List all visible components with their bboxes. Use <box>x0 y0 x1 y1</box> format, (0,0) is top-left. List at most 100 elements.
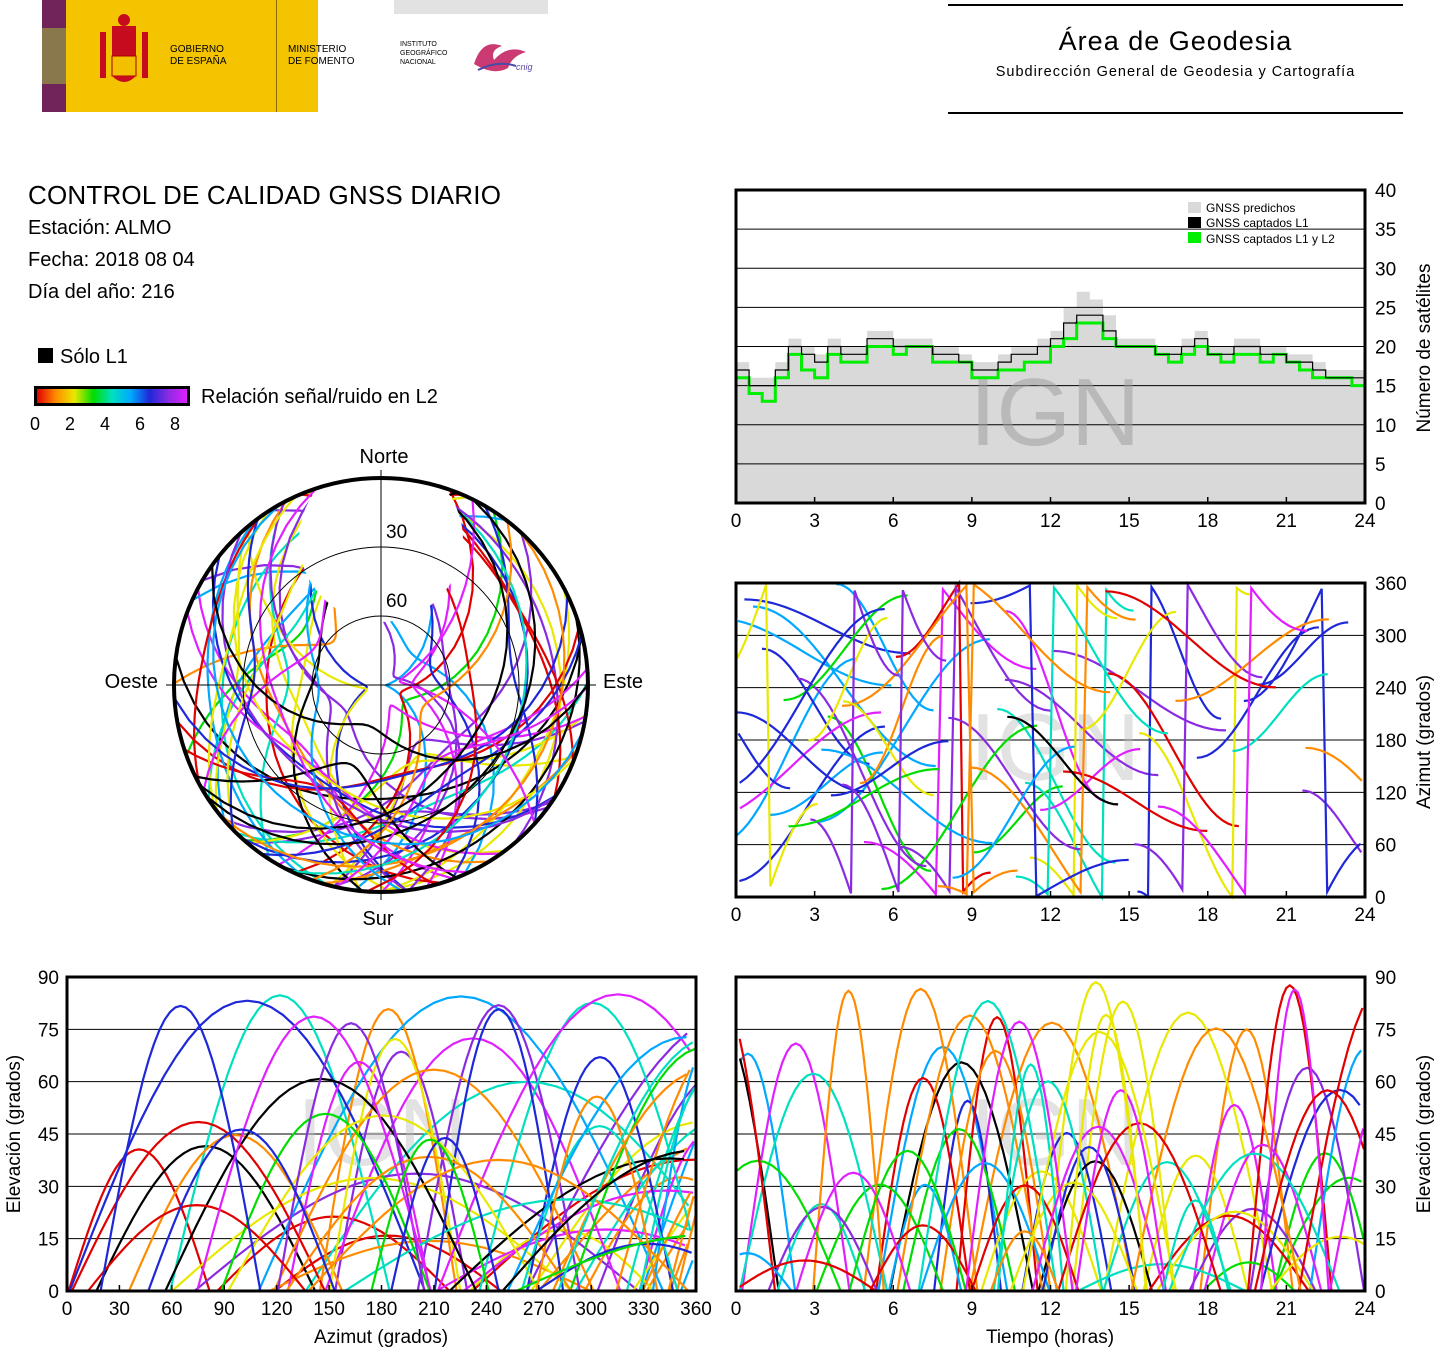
elevation-time-track <box>992 1080 1104 1292</box>
elevation-azimuth-track <box>525 1032 688 1292</box>
y-tick-label: 120 <box>1375 783 1407 804</box>
elevation-time-track <box>902 1127 1017 1292</box>
x-tick-label: 15 <box>1119 1299 1140 1320</box>
direction-east: Este <box>603 671 643 693</box>
sky-track <box>271 482 506 855</box>
elevation-azimuth-track <box>669 1243 689 1292</box>
y-axis-label: Elevación (grados) <box>4 1055 25 1213</box>
elevation-time-track <box>1308 1049 1362 1292</box>
azimuth-track <box>1196 626 1320 759</box>
elevation-azimuth-track <box>520 1124 679 1292</box>
x-tick-label: 21 <box>1276 1299 1297 1320</box>
y-tick-label: 0 <box>1375 888 1386 909</box>
azimuth-track <box>1007 715 1119 806</box>
y-tick-label: 60 <box>1375 836 1396 857</box>
y-tick-label: 25 <box>1375 298 1396 319</box>
elevation-azimuth-track <box>193 1172 640 1292</box>
azimuth-track <box>1063 770 1208 832</box>
x-tick-label: 30 <box>109 1299 130 1320</box>
elevation-time-track <box>989 1230 1060 1292</box>
legend-l1: GNSS captados L1 <box>1206 216 1309 230</box>
snr-tick: 8 <box>170 414 181 434</box>
y-tick-label: 60 <box>38 1073 59 1094</box>
azimuth-track <box>1105 590 1276 689</box>
elevation-azimuth-track <box>127 1133 344 1292</box>
elevation-time-track <box>933 1099 1003 1292</box>
azimuth-track <box>769 751 883 816</box>
snr-tick: 2 <box>65 414 76 434</box>
legend: GNSS predichos GNSS captados L1 GNSS cap… <box>1188 201 1335 246</box>
azimuth-track <box>952 745 1075 879</box>
azimuth-track <box>796 677 927 868</box>
doy-label: Día del año: 216 <box>28 281 175 303</box>
elevation-azimuth-track <box>287 1060 432 1292</box>
sky-track <box>221 532 556 834</box>
snr-colorbar <box>34 386 190 406</box>
x-tick-label: 120 <box>261 1299 293 1320</box>
y-tick-label: 15 <box>1375 377 1396 398</box>
elevation-time-track <box>1272 1176 1362 1292</box>
y-tick-label: 0 <box>1375 494 1386 515</box>
x-tick-label: 24 <box>1354 905 1376 926</box>
elevation-time-track <box>1074 1088 1167 1292</box>
ign-block <box>394 0 548 112</box>
x-tick-label: 90 <box>214 1299 235 1320</box>
y-tick-label: 0 <box>48 1282 59 1303</box>
elevation-azimuth-track <box>436 993 691 1292</box>
elevation-azimuth-track <box>99 1004 262 1292</box>
azimuth-track <box>810 590 900 894</box>
sky-track <box>232 511 576 820</box>
legend-l1l2: GNSS captados L1 y L2 <box>1206 232 1335 246</box>
y-axis-label: Elevación (grados) <box>1414 1055 1435 1213</box>
azimuth-track <box>1175 618 1329 702</box>
elevation-azimuth-track <box>501 1149 685 1292</box>
elevation-time-track <box>736 1159 842 1292</box>
elevation-time-track <box>1031 1125 1166 1292</box>
elevation-time-track <box>1191 1103 1278 1292</box>
snr-tick: 0 <box>30 414 41 434</box>
azimuth-track <box>783 594 908 702</box>
elevation-time-track <box>738 1038 777 1292</box>
elevation-time-track <box>738 1052 797 1292</box>
ign-line2: GEOGRÁFICO <box>400 50 448 57</box>
sky-track <box>195 762 457 879</box>
snr-tick: 6 <box>135 414 146 434</box>
x-tick-label: 18 <box>1197 511 1218 532</box>
y-tick-label: 10 <box>1375 416 1396 437</box>
y-tick-label: 40 <box>1375 181 1396 202</box>
ring-label-60: 60 <box>386 591 407 612</box>
elevation-azimuth-track <box>506 1036 687 1292</box>
only-l1-swatch <box>38 348 53 363</box>
x-tick-label: 180 <box>366 1299 398 1320</box>
x-tick-label: 0 <box>62 1299 73 1320</box>
elevation-time-track <box>1203 1143 1323 1292</box>
skyplot-chart: Norte Sur Oeste Este 30 60 <box>105 446 643 930</box>
elevation-time-track <box>1161 1199 1230 1292</box>
azimuth-track <box>970 583 1129 898</box>
elevation-time-track <box>738 1072 889 1292</box>
cnig-text: cnig <box>516 62 533 72</box>
elevation-time-track <box>1156 1210 1315 1292</box>
x-tick-label: 24 <box>1354 1299 1376 1320</box>
sky-track <box>206 498 537 846</box>
x-tick-label: 3 <box>809 1299 820 1320</box>
x-tick-label: 18 <box>1197 905 1218 926</box>
y-tick-label: 90 <box>1375 968 1396 989</box>
elevation-time-track <box>815 1183 945 1292</box>
satellite-count-chart: IGN 0 5 10 15 20 25 30 35 40 0 3 6 9 12 15 18 21 24 Númer… <box>731 181 1435 532</box>
sky-track <box>398 499 536 824</box>
elevation-azimuth-track <box>328 1037 462 1292</box>
elevation-azimuth-track <box>515 1234 686 1293</box>
elevation-azimuth-track <box>448 1157 685 1292</box>
y-tick-label: 300 <box>1375 626 1407 647</box>
elevation-time-track <box>955 1015 1039 1292</box>
x-tick-label: 0 <box>731 1299 742 1320</box>
elevation-time-track <box>1297 1007 1364 1292</box>
elevation-time-track <box>1142 1154 1249 1292</box>
x-tick-label: 3 <box>809 511 820 532</box>
elevation-time-track <box>1009 1181 1139 1292</box>
azimuth-track <box>744 598 911 655</box>
elevation-azimuth-track <box>557 1041 694 1292</box>
elevation-time-track <box>939 1049 1052 1292</box>
